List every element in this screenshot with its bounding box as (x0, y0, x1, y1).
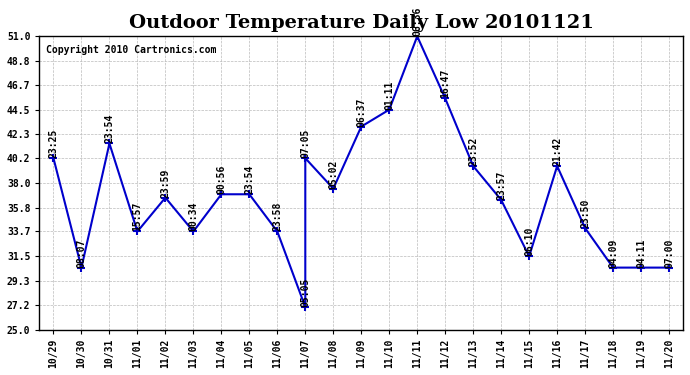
Text: Copyright 2010 Cartronics.com: Copyright 2010 Cartronics.com (46, 45, 216, 55)
Text: 23:58: 23:58 (273, 202, 282, 231)
Text: 05:05: 05:05 (300, 278, 310, 307)
Text: 21:42: 21:42 (552, 137, 562, 166)
Text: 01:11: 01:11 (384, 80, 394, 110)
Text: 23:50: 23:50 (580, 199, 590, 228)
Text: 06:37: 06:37 (356, 97, 366, 127)
Text: 23:54: 23:54 (104, 114, 115, 144)
Text: 23:54: 23:54 (244, 165, 255, 194)
Text: 05:02: 05:02 (328, 159, 338, 189)
Text: 23:52: 23:52 (469, 137, 478, 166)
Text: 23:57: 23:57 (496, 171, 506, 200)
Title: Outdoor Temperature Daily Low 20101121: Outdoor Temperature Daily Low 20101121 (129, 14, 594, 32)
Text: 23:25: 23:25 (48, 129, 59, 158)
Text: 23:59: 23:59 (160, 168, 170, 198)
Text: 07:05: 07:05 (300, 129, 310, 158)
Text: 15:57: 15:57 (132, 202, 142, 231)
Text: 06:36: 06:36 (412, 7, 422, 36)
Text: 00:56: 00:56 (217, 165, 226, 194)
Text: 04:11: 04:11 (636, 238, 646, 268)
Text: 07:00: 07:00 (664, 238, 674, 268)
Text: 04:09: 04:09 (608, 238, 618, 268)
Text: 00:34: 00:34 (188, 202, 198, 231)
Text: 06:10: 06:10 (524, 227, 534, 256)
Text: 08:07: 08:07 (77, 238, 86, 268)
Text: 16:47: 16:47 (440, 69, 450, 98)
